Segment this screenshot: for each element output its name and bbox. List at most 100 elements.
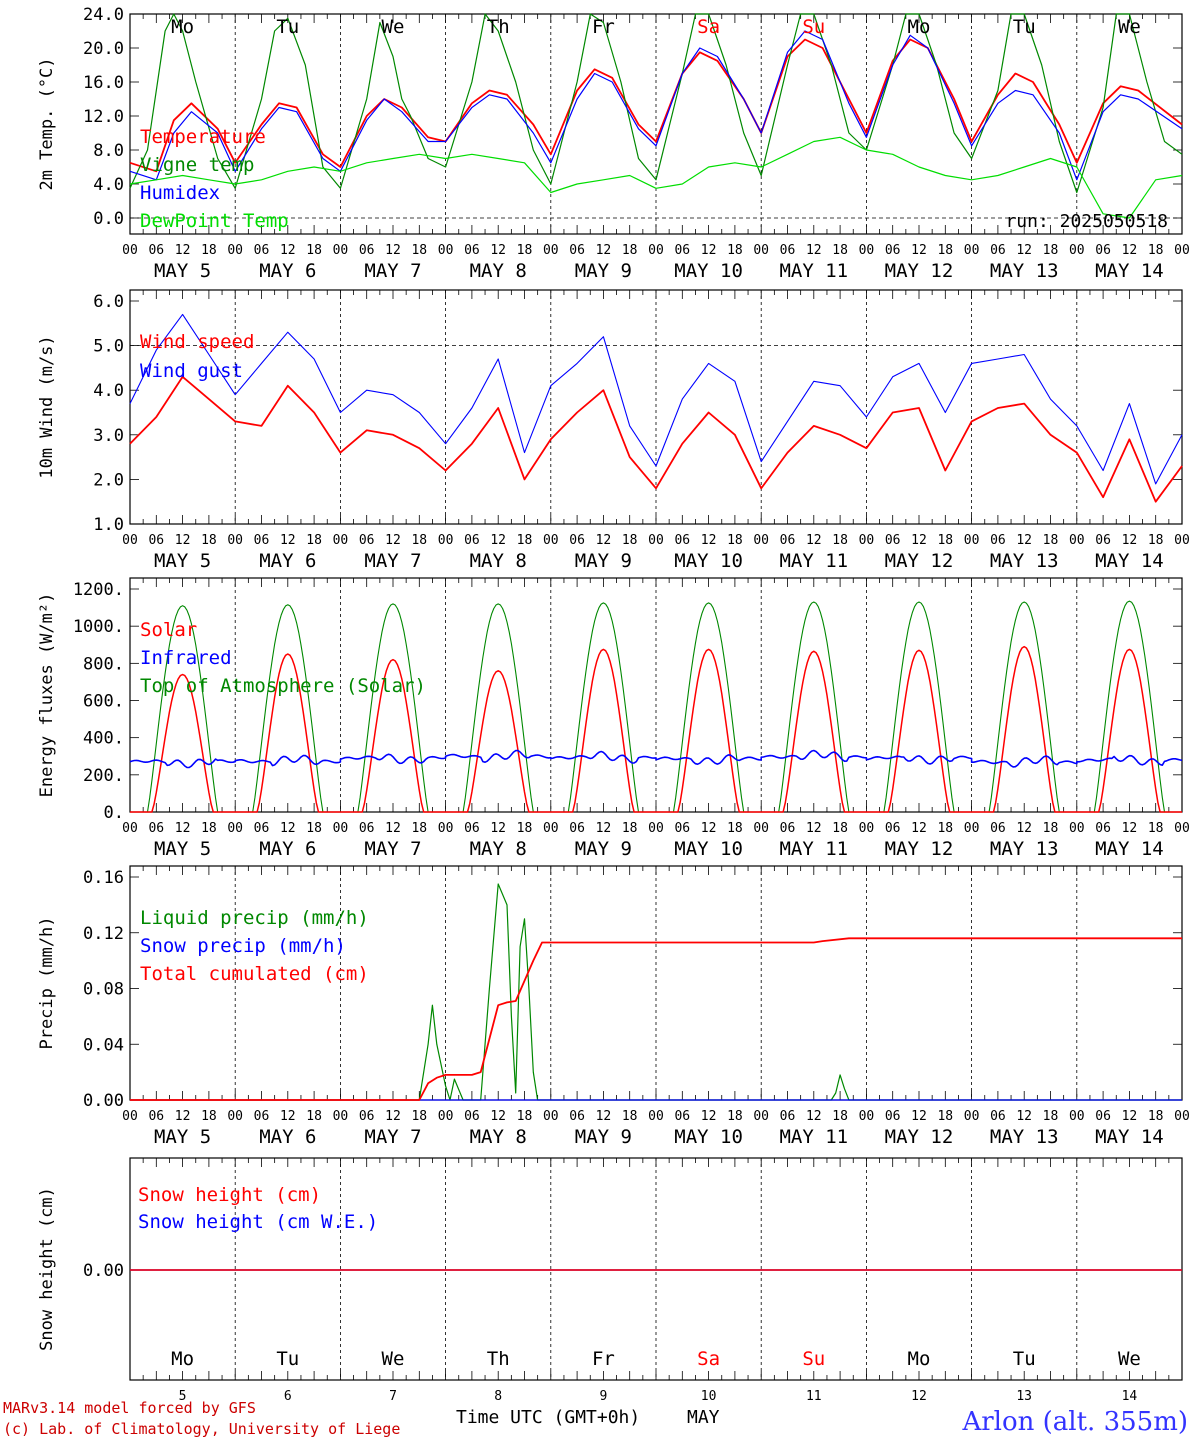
hour-tick-label: 06 [780,243,796,258]
hour-tick-label: 00 [333,1109,349,1124]
date-label: MAY 13 [990,260,1059,282]
day-number: 5 [179,1389,187,1404]
day-name: Sa [697,16,720,38]
hour-tick-label: 00 [438,821,454,836]
hour-tick-label: 06 [148,1109,164,1124]
hour-tick-label: 06 [674,533,690,548]
y-tick-label: 600. [83,692,124,712]
date-label: MAY 10 [674,550,743,572]
hour-tick-label: 06 [990,821,1006,836]
date-label: MAY 11 [779,1126,848,1148]
date-label: MAY 6 [259,260,316,282]
hour-tick-label: 12 [1016,243,1032,258]
hour-tick-label: 18 [517,1109,533,1124]
series-line [129,749,1183,769]
series-line [130,937,1182,1101]
hour-tick-label: 00 [122,821,138,836]
hour-tick-label: 00 [753,821,769,836]
hour-tick-label: 12 [280,1109,296,1124]
hour-tick-label: 12 [175,1109,191,1124]
hour-tick-label: 00 [227,1109,243,1124]
date-label: MAY 5 [154,550,211,572]
hour-tick-label: 00 [964,533,980,548]
y-axis-label: 2m Temp. (°C) [37,57,57,190]
date-label: MAY 14 [1095,838,1164,860]
hour-tick-label: 06 [359,533,375,548]
hour-tick-label: 06 [674,243,690,258]
hour-tick-label: 12 [1122,821,1138,836]
hour-tick-label: 00 [438,1109,454,1124]
hour-tick-label: 18 [201,821,217,836]
day-name: Fr [592,1348,615,1370]
hour-tick-label: 12 [911,533,927,548]
snow-panel: 0.00 Snow height (cm) Snow height (cm) Snow… [37,1157,1183,1404]
date-label: MAY 8 [470,550,527,572]
hour-tick-label: 06 [254,243,270,258]
hour-tick-label: 18 [1148,533,1164,548]
hour-tick-label: 18 [1148,243,1164,258]
series-line [129,13,1183,194]
day-number: 11 [806,1389,822,1404]
hour-tick-label: 06 [780,821,796,836]
day-name: We [382,1348,405,1370]
date-label: MAY 6 [259,1126,316,1148]
hour-tick-label: 18 [517,243,533,258]
hour-tick-label: 18 [411,243,427,258]
hour-tick-label: 12 [701,1109,717,1124]
hour-tick-label: 06 [464,243,480,258]
hour-tick-label: 12 [1016,1109,1032,1124]
hour-tick-label: 12 [596,821,612,836]
hour-tick-label: 00 [333,533,349,548]
hour-tick-label: 12 [1122,1109,1138,1124]
day-name: Mo [908,1348,931,1370]
hour-tick-label: 06 [464,821,480,836]
hour-tick-label: 18 [937,821,953,836]
hour-tick-label: 06 [1095,821,1111,836]
day-name: Mo [171,16,194,38]
hour-tick-label: 00 [964,821,980,836]
hour-tick-label: 18 [622,1109,638,1124]
hour-tick-label: 00 [122,1109,138,1124]
hour-tick-label: 00 [333,243,349,258]
y-tick-label: 0. [104,803,124,823]
y-tick-label: 4.0 [93,175,124,195]
hour-tick-label: 18 [411,821,427,836]
hour-tick-label: 00 [1174,1109,1190,1124]
hour-tick-label: 18 [1043,1109,1059,1124]
hour-tick-label: 12 [911,243,927,258]
hour-tick-label: 06 [148,821,164,836]
hour-tick-label: 12 [596,243,612,258]
hour-tick-label: 00 [753,1109,769,1124]
hour-tick-label: 12 [490,533,506,548]
y-tick-label: 800. [83,654,124,674]
precip-panel: 0.00 0.04 0.08 0.12 0.16 Precip (mm/h) Liquid … [37,865,1190,1148]
hour-tick-label: 12 [806,821,822,836]
date-label: MAY 12 [885,1126,954,1148]
hour-tick-label: 00 [753,533,769,548]
hour-tick-label: 00 [753,243,769,258]
hour-tick-label: 06 [464,533,480,548]
date-label: MAY 12 [885,260,954,282]
hour-tick-label: 00 [964,1109,980,1124]
hour-tick-label: 06 [254,821,270,836]
date-label: MAY 14 [1095,1126,1164,1148]
hour-tick-label: 12 [596,1109,612,1124]
legend-entry: Snow precip (mm/h) [140,935,346,957]
date-label: MAY 6 [259,838,316,860]
hour-tick-label: 18 [727,243,743,258]
hour-tick-label: 06 [885,1109,901,1124]
hour-tick-label: 12 [280,243,296,258]
hour-tick-label: 00 [333,821,349,836]
hour-tick-label: 12 [701,533,717,548]
hour-tick-label: 12 [175,243,191,258]
series-line [130,883,1182,1101]
hour-tick-label: 12 [1122,533,1138,548]
day-name: We [1118,1348,1141,1370]
hour-tick-label: 18 [1148,821,1164,836]
day-name: Su [802,16,825,38]
hour-tick-label: 18 [937,533,953,548]
y-tick-label: 0.16 [83,868,124,888]
y-axis-label: Precip (mm/h) [37,916,57,1049]
hour-tick-label: 06 [990,533,1006,548]
y-tick-label: 0.08 [83,980,124,1000]
